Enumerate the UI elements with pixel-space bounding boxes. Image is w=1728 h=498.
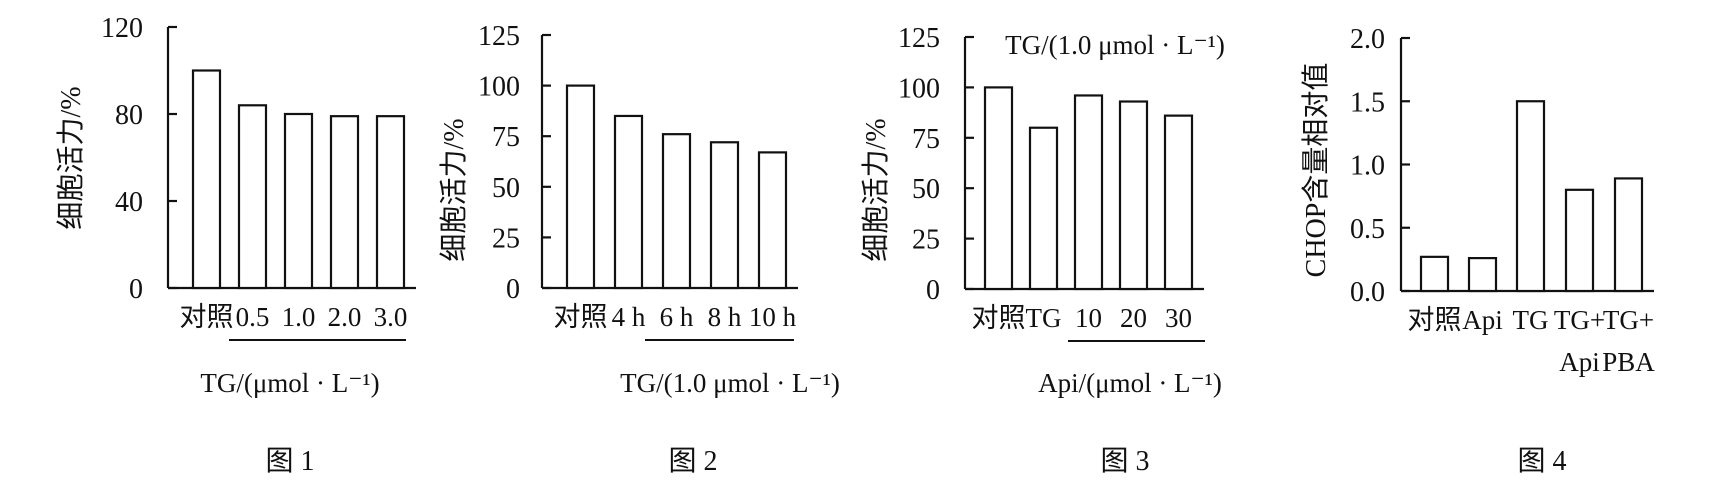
figure-caption: 图 1 [265,446,314,477]
chart-annotation: TG/(1.0 μmol · L⁻¹) [1005,30,1225,60]
y-tick-label: 0 [506,274,520,305]
y-tick-label: 50 [912,174,940,205]
y-tick-label: 100 [898,73,940,104]
y-tick-label: 50 [492,173,520,204]
bar-3 [661,133,692,290]
x-category-label: TG [1513,305,1549,335]
y-tick-label: 120 [101,13,143,44]
chart-4: 0.00.51.01.52.0对照 Api TG TG+ApiTG+PBACHOP含量… [1300,24,1655,477]
x-category-label: 6 h [660,302,694,332]
x-category-label: 1.0 [282,302,316,332]
bar-5 [375,115,406,290]
bar-1 [983,86,1014,291]
x-category-label: TG+ [1603,305,1654,335]
bar-2 [237,104,268,290]
x-category-label: 对照 [554,302,608,332]
x-category-label: Api [1462,305,1503,335]
x-category-label: 10 [1075,303,1102,333]
figure-caption: 图 2 [668,446,717,477]
bar-5 [1613,177,1644,293]
bar-3 [1073,94,1104,291]
x-category-label: 4 h [612,302,646,332]
y-tick-label: 25 [912,225,940,256]
bar-5 [1163,114,1194,291]
x-category-label: 30 [1165,303,1192,333]
bar-3 [283,112,314,290]
y-axis-title: CHOP含量相对值 [1300,63,1332,278]
y-axis-title: 细胞活力/% [860,118,892,261]
y-tick-label: 1.0 [1350,151,1385,182]
bar-5 [757,151,788,290]
x-category-label: 0.5 [236,302,270,332]
bar-3 [1515,100,1546,293]
figure-caption: 图 4 [1517,446,1566,477]
y-tick-label: 0.5 [1350,214,1385,245]
x-category-label: PBA [1602,347,1655,377]
y-tick-label: 75 [492,122,520,153]
y-tick-label: 75 [912,124,940,155]
bar-2 [613,114,644,290]
bar-4 [1564,188,1595,293]
x-axis-title: TG/(μmol · L⁻¹) [200,368,379,398]
x-category-label: 2.0 [328,302,362,332]
y-tick-label: 2.0 [1350,24,1385,55]
x-category-label: TG+ [1554,305,1605,335]
bar-4 [1118,100,1149,291]
x-category-label: 10 h [749,302,797,332]
y-tick-label: 25 [492,223,520,254]
y-axis-title: 细胞活力/% [438,118,470,261]
bar-1 [1419,255,1450,293]
x-category-label: 对照 [1408,305,1462,335]
bar-1 [565,84,596,290]
x-category-label: 8 h [708,302,742,332]
y-tick-label: 125 [478,21,520,52]
x-category-label: 3.0 [374,302,408,332]
bar-4 [329,115,360,290]
x-category-label: 20 [1120,303,1147,333]
chart-3: 0 25 50 75 100 125 对照 TG 10 20 30 Api/(μmol · L⁻¹) T… [860,23,1225,477]
y-axis-title: 细胞活力/% [55,86,87,229]
x-category-label: 对照 [972,303,1026,333]
x-category-label: Api [1559,347,1600,377]
y-tick-label: 80 [115,100,143,131]
x-axis-title: Api/(μmol · L⁻¹) [1038,368,1222,398]
chart-2: 0 25 50 75 100 125 对照 4 h 6 h 8 h 10 h TG/(1.0 μmol… [438,21,840,477]
bar-4 [709,141,740,290]
figure-caption: 图 3 [1100,446,1149,477]
y-tick-label: 0 [926,275,940,306]
y-tick-label: 100 [478,72,520,103]
bar-2 [1467,257,1498,293]
y-tick-label: 125 [898,23,940,54]
y-tick-label: 1.5 [1350,87,1385,118]
y-tick-label: 0 [129,274,143,305]
x-category-label: TG [1026,303,1062,333]
bar-2 [1028,126,1059,291]
chart-1: 0 40 80 120 对照 0.5 1.0 2.0 3.0 TG/(μmol · L⁻¹) 细胞活… [55,13,416,477]
x-category-label: 对照 [180,302,234,332]
x-axis-title: TG/(1.0 μmol · L⁻¹) [620,368,840,398]
y-tick-label: 0.0 [1350,277,1385,308]
y-tick-label: 40 [115,187,143,218]
bar-1 [191,69,222,290]
